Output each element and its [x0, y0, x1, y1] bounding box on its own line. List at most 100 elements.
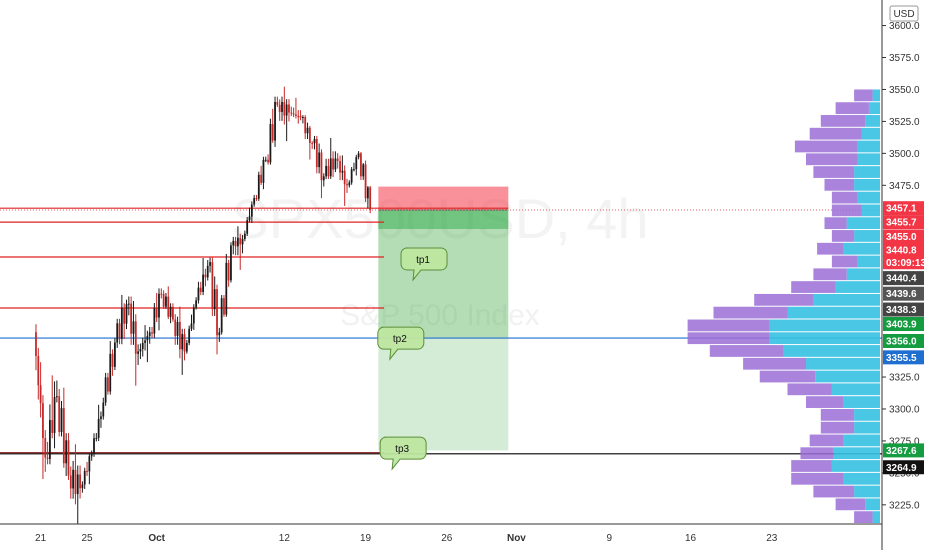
price-tag [883, 286, 924, 301]
candle-body [327, 165, 330, 177]
candle-body [213, 289, 216, 310]
volume-profile-bar [791, 460, 832, 472]
price-tag-label: 3455.7 [886, 218, 917, 229]
price-tag-label: 3440.4 [886, 274, 917, 285]
volume-profile-bar [820, 408, 855, 421]
volume-profile-bar [857, 140, 880, 153]
volume-profile-bar [854, 421, 880, 434]
price-tag [883, 460, 924, 475]
volume-profile-bar [806, 357, 880, 370]
candle-body [283, 101, 286, 116]
candle-body [137, 351, 140, 354]
volume-profile-bar [759, 370, 816, 383]
candle-body [288, 104, 290, 113]
position-tool[interactable] [378, 186, 509, 451]
x-tick-label: 25 [81, 533, 93, 544]
candle-body [53, 397, 56, 433]
candle-body [262, 159, 265, 183]
candle-body [315, 139, 318, 168]
candle-body [153, 308, 156, 334]
candle-body [155, 308, 158, 318]
candle-body [109, 353, 112, 392]
candle-body [357, 153, 360, 158]
candle-body [290, 112, 293, 114]
x-tick-label: 9 [606, 533, 612, 544]
candle-body [325, 165, 328, 177]
candle-body [297, 115, 300, 117]
candle-body [295, 114, 297, 116]
x-tick-label: 12 [279, 533, 291, 544]
candle-body [81, 484, 84, 489]
candle-body [51, 420, 54, 433]
volume-profile-bar [806, 396, 843, 408]
volume-profile-bar [809, 434, 843, 447]
candle-body [176, 321, 179, 336]
candle-body [336, 158, 339, 161]
x-axis[interactable]: 21 25 Oct 12 19 26 Nov 9 16 23 [0, 523, 882, 544]
candle-body [202, 274, 204, 292]
candle-body [276, 101, 279, 105]
price-tag [883, 316, 924, 331]
candle-body [318, 152, 321, 168]
candle-body [148, 332, 151, 337]
volume-profile-bar [831, 255, 858, 268]
target-callouts[interactable]: tp1 tp2 tp3 [377, 247, 448, 471]
candle-body [181, 334, 184, 350]
y-tick-label: 3300.0 [889, 404, 920, 415]
volume-profile-bar [791, 472, 843, 485]
candle-body [178, 321, 181, 350]
candle-body [195, 300, 198, 308]
candle-body [134, 321, 137, 354]
candle-body [320, 152, 323, 181]
x-tick-label: Nov [507, 533, 526, 544]
volume-profile-bar [824, 178, 855, 191]
candle-body [100, 416, 102, 419]
candle-body [88, 456, 91, 472]
candle-body [264, 159, 267, 161]
volume-profile-bar [831, 191, 858, 204]
candle-body [206, 265, 209, 278]
target-callout-bubble[interactable] [400, 247, 448, 282]
y-tick-label: 3325.0 [889, 373, 920, 384]
candle-body [230, 245, 232, 281]
volume-profile-bar [787, 306, 880, 319]
candle-body [67, 440, 70, 476]
volume-profile-bar [831, 230, 855, 242]
watermark-index-name: S&P 500 Index [340, 299, 540, 332]
candle-body [332, 158, 334, 170]
target-callout-bubble[interactable] [379, 436, 427, 471]
target-2-zone[interactable] [378, 229, 509, 338]
candle-body [118, 323, 121, 339]
currency-label[interactable]: USD [893, 9, 914, 20]
volume-profile-bar [813, 166, 855, 178]
candle-body [162, 293, 165, 307]
currency-box[interactable] [889, 5, 919, 22]
volume-profile-bar [872, 89, 880, 102]
target-1-zone[interactable] [378, 209, 509, 230]
candle-body [253, 198, 256, 205]
candle-body [65, 440, 68, 464]
target-3-zone[interactable] [378, 337, 509, 451]
candle-body [301, 116, 304, 118]
candle-body [369, 187, 372, 210]
volume-profile-bar [843, 396, 880, 408]
stop-loss-zone[interactable] [378, 186, 509, 210]
y-tick-label: 3550.0 [889, 85, 920, 96]
y-tick-label: 3475.0 [889, 181, 920, 192]
candle-body [192, 307, 195, 324]
price-tag [883, 229, 924, 244]
candle-body [44, 438, 47, 458]
volume-profile [687, 89, 880, 523]
x-tick-label: 21 [35, 533, 47, 544]
volume-profile-bar [813, 293, 880, 306]
volume-profile-bar [787, 383, 832, 396]
candle-body [329, 158, 332, 177]
volume-profile-bar [709, 345, 784, 357]
price-tag-label: 3440.8 [886, 246, 917, 257]
volume-profile-bar [815, 370, 880, 383]
candle-body [104, 377, 107, 403]
target-callout-label: tp1 [416, 255, 430, 266]
target-callout-bubble[interactable] [377, 326, 425, 361]
candle-body [243, 233, 246, 239]
